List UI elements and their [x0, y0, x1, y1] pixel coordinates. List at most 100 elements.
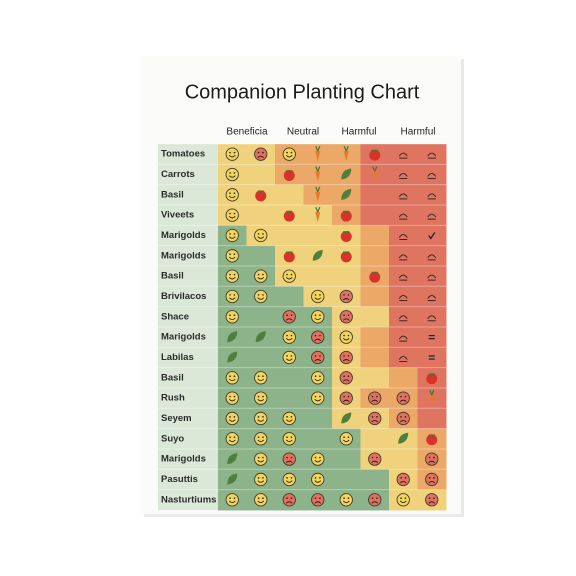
tomato-stem [371, 149, 379, 153]
arch-icon [427, 152, 437, 159]
cell [246, 347, 276, 369]
eye [400, 477, 402, 479]
face [254, 228, 268, 243]
mouth [257, 277, 265, 280]
eye [233, 273, 236, 276]
mouth [314, 338, 322, 341]
mouth [399, 399, 407, 402]
tomato-stem [342, 251, 350, 255]
row-label: Suyo [161, 433, 184, 444]
smile-icon [225, 269, 239, 283]
eye [286, 151, 288, 154]
eye [314, 355, 317, 357]
arch-icon [398, 193, 408, 200]
carrot-leaf [315, 186, 321, 193]
tomato-icon [369, 271, 381, 283]
eye [233, 151, 236, 154]
face [339, 310, 353, 324]
mouth [228, 236, 236, 239]
eye [233, 253, 236, 256]
column-header: Neutral [287, 127, 319, 138]
frown-icon [368, 391, 382, 405]
tomato-stem [285, 251, 293, 255]
mouth [314, 399, 322, 402]
frown-icon [396, 411, 410, 426]
face [254, 411, 268, 426]
row-label-band [158, 144, 220, 510]
eye [319, 395, 321, 398]
smile-icon [225, 432, 239, 446]
cell [332, 265, 361, 287]
cell [389, 225, 418, 247]
carrot-icon [372, 171, 378, 182]
eye [433, 497, 435, 499]
cell [417, 265, 447, 287]
column-header: Harmful [400, 127, 435, 138]
eye [229, 436, 231, 438]
carrot-leaf [315, 145, 321, 152]
row-label: Tomatoes [161, 149, 205, 160]
face [225, 208, 239, 222]
smile-icon [254, 391, 268, 405]
frown-icon [425, 493, 439, 507]
cell [417, 164, 447, 186]
eye [257, 273, 260, 276]
face [225, 147, 239, 161]
eye [290, 456, 293, 459]
eye [286, 334, 288, 337]
row-label: Nasturtiums [161, 494, 216, 505]
face [311, 493, 325, 507]
smile-icon [339, 432, 353, 446]
arch-icon [398, 294, 408, 301]
arch-icon [427, 193, 437, 200]
smile-icon [225, 371, 239, 385]
row-label: Basil [161, 372, 184, 383]
tomato-icon [340, 230, 352, 242]
eye [404, 395, 407, 398]
eye [376, 456, 378, 459]
mouth [314, 480, 322, 483]
row-label: Shace [161, 311, 189, 322]
cell [389, 164, 418, 186]
eye [319, 314, 321, 317]
arch-icon [398, 355, 408, 362]
face [339, 493, 353, 507]
eye [371, 395, 374, 398]
face [425, 452, 439, 466]
cell [389, 245, 418, 267]
smile-icon [254, 452, 268, 466]
arch-icon [398, 335, 408, 342]
eye [404, 416, 407, 418]
cell [275, 286, 304, 308]
mouth [314, 317, 322, 321]
cell [389, 184, 418, 206]
smile-icon [282, 472, 296, 487]
eye [404, 477, 407, 479]
eye [233, 172, 236, 174]
leaf-icon [341, 168, 352, 180]
face [225, 411, 239, 426]
face [396, 472, 410, 487]
eye [347, 436, 350, 438]
arch-icon [398, 254, 408, 261]
eye [229, 233, 231, 235]
frown-icon [339, 310, 353, 324]
mouth [257, 155, 265, 158]
column-header: Beneficia [226, 127, 268, 138]
face [282, 493, 296, 507]
mouth [285, 318, 293, 321]
smile-icon [339, 493, 353, 507]
tomato-stem [342, 210, 350, 214]
mouth [228, 317, 236, 321]
mouth [228, 256, 236, 260]
face [311, 371, 325, 385]
arch-icon [427, 294, 437, 301]
tomato-stem [428, 373, 436, 377]
mouth [342, 500, 350, 504]
leaf-icon [255, 331, 266, 343]
eye [229, 314, 231, 317]
mouth [228, 195, 236, 199]
eye [314, 395, 317, 398]
eye [428, 456, 431, 459]
row-label: Marigolds [161, 250, 206, 261]
